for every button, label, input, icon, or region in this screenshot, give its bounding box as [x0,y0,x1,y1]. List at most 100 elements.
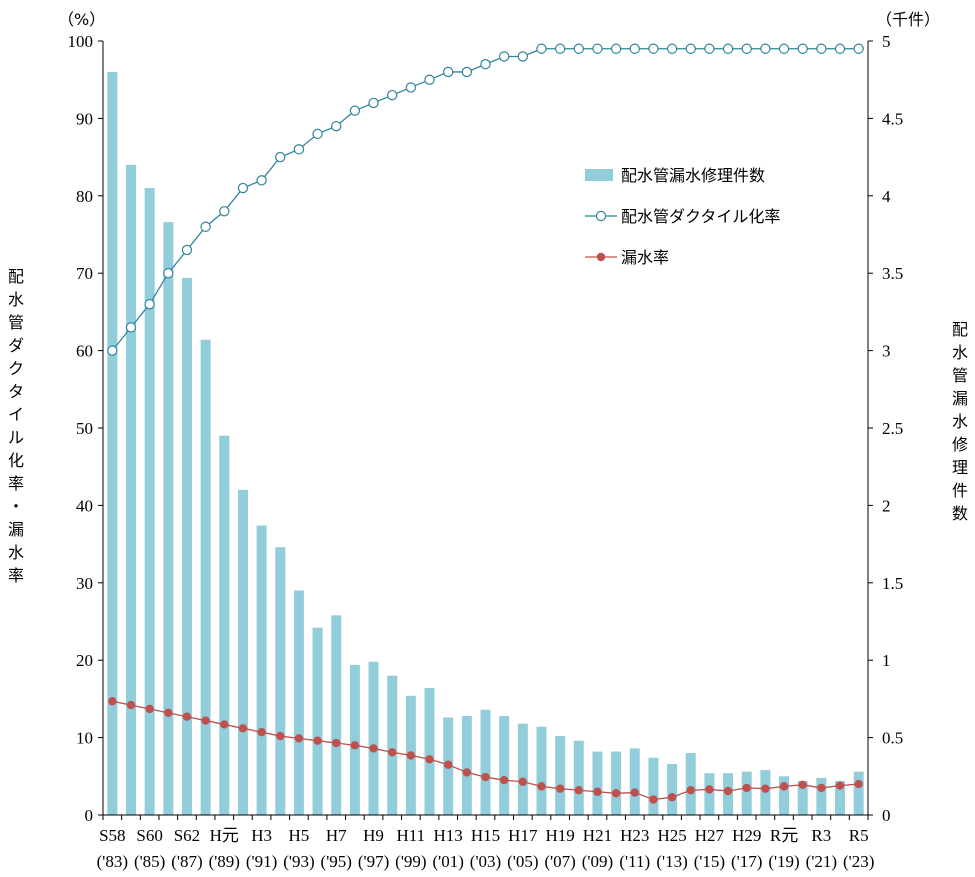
x-tick-year: ('89) [209,852,240,871]
x-tick-year: ('11) [619,852,650,871]
data-point [350,741,360,750]
data-point [705,785,714,794]
right-tick-label: 4 [882,187,891,206]
data-point [834,43,846,54]
data-point [462,768,472,777]
x-tick-year: ('13) [656,852,687,871]
data-point [554,43,566,54]
x-tick-era: H7 [326,826,347,845]
data-point [424,74,435,85]
x-tick-year: ('17) [731,852,762,871]
bar [331,615,342,815]
data-point [648,43,659,54]
x-tick-era: H19 [545,826,574,845]
bar [704,773,715,815]
x-tick-era: S60 [136,826,162,845]
x-tick-era: H21 [583,826,612,845]
bar [592,751,603,815]
data-point [498,51,510,62]
data-point [797,43,808,54]
right-tick-label: 2 [882,496,891,515]
data-point [722,43,734,54]
x-tick-era: H29 [732,826,761,845]
x-tick-era: H15 [471,826,500,845]
x-tick-era: H9 [363,826,384,845]
bar [237,489,248,815]
data-point [126,700,136,710]
left-axis-title: 配水管ダクタイル化率・漏水率 [7,267,24,585]
data-point [461,66,473,78]
data-point [181,244,193,256]
left-tick-label: 30 [76,574,93,593]
data-point [275,151,286,163]
x-tick-era: H25 [657,826,686,845]
right-axis-title: 配水管漏水修理件数 [951,320,968,523]
leak-rate-series [108,697,863,804]
x-tick-era: S58 [99,826,125,845]
bar [816,777,827,815]
data-point [406,751,416,760]
x-tick-year: ('87) [171,852,202,871]
bar [853,771,864,815]
data-point [294,734,304,743]
x-tick-era: H5 [289,826,310,845]
bar [517,723,528,815]
left-tick-label: 70 [76,264,93,283]
data-point [425,755,434,764]
bar [835,780,846,815]
bar [387,675,398,815]
bar [144,188,155,815]
x-tick-year: ('93) [283,852,314,871]
x-tick-era: H23 [620,826,649,845]
x-tick-era: H13 [434,826,463,845]
bar [573,740,584,815]
x-tick-year: ('23) [843,852,874,871]
bar [797,780,808,815]
data-point [107,345,118,356]
data-point [387,89,398,101]
legend-marker [596,252,606,262]
right-tick-label: 0 [882,806,891,825]
ductile-rate-series [107,43,864,356]
right-tick-label: 5 [882,32,891,51]
x-axis-ticks: S58 ('83) S60 ('85) S62 ('87) H元 ('89) H3 ('91) H5… [97,815,874,871]
data-point [555,784,565,793]
bar [312,627,323,815]
data-point [536,43,547,54]
data-point [276,731,285,741]
legend-label: 配水管ダクタイル化率 [621,207,780,226]
data-point [592,43,603,54]
legend-label: 漏水率 [621,248,669,267]
bar [480,709,491,815]
data-point [667,793,677,802]
left-tick-label: 90 [76,109,93,128]
data-point [611,789,621,798]
left-tick-label: 50 [76,419,93,438]
x-tick-year: ('19) [768,852,799,871]
left-axis-unit: （%） [58,10,106,29]
bar [741,771,752,815]
right-tick-label: 3.5 [882,264,903,283]
data-point [293,144,305,155]
bar [349,664,360,815]
data-point [686,786,695,795]
x-tick-era: R元 [770,826,798,845]
data-point [312,128,323,140]
x-tick-year: ('03) [470,852,501,871]
data-point [610,43,622,54]
right-axis-ticks: 0 0.5 1 1.5 2 2.5 3 3.5 4 4.5 5 [868,32,903,825]
data-point [200,221,211,232]
bar [685,753,696,815]
data-point [816,43,827,54]
data-point [630,788,639,797]
legend-label: 配水管漏水修理件数 [621,166,765,185]
bar [293,590,304,815]
data-point [331,120,342,132]
x-tick-era: H11 [397,826,426,845]
data-point [666,43,678,54]
x-tick-era: H3 [251,826,272,845]
right-tick-label: 2.5 [882,419,903,438]
data-point [741,43,752,54]
series-line [111,48,859,352]
